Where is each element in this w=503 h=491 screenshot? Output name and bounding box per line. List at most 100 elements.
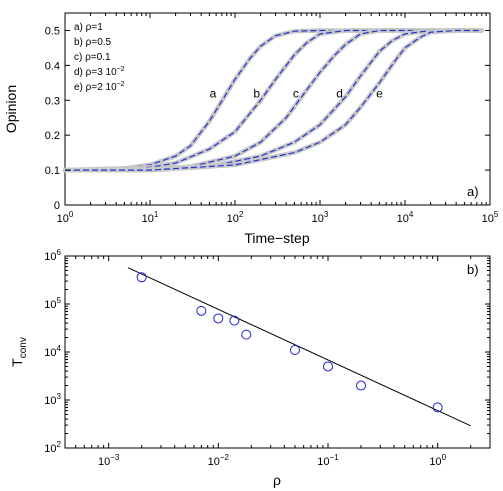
- panel-b-x-tick-label: 10−1: [317, 453, 339, 468]
- series-b-simulation-line: [62, 28, 485, 173]
- panel-b-y-tick-label-base: 10: [44, 251, 56, 263]
- panel-a-x-tick-label-exponent: 3: [324, 210, 329, 219]
- fit-line-group: [127, 267, 471, 427]
- legend-entry-exponent: −2: [117, 81, 125, 88]
- panel-b-x-tick-label: 10−2: [208, 453, 230, 468]
- data-point: [229, 315, 240, 326]
- series-e-label: e: [376, 86, 383, 100]
- panel-b-y-tick-label: 106: [44, 248, 61, 263]
- panel-a-x-tick-label-exponent: 0: [69, 210, 74, 219]
- panel-b-y-tick-label: 103: [44, 392, 61, 407]
- panel-b-y-tick-label-base: 10: [44, 347, 56, 359]
- legend-entry-exponent: −2: [117, 66, 125, 73]
- legend-entry-text: d) ρ=3 10: [74, 67, 117, 78]
- panel-a-x-tick-label: 100: [57, 210, 74, 225]
- panel-a-y-tick-label: 0.5: [45, 25, 60, 37]
- panel-b-y-tick-label: 102: [44, 440, 61, 455]
- panel-a-x-tick-label-base: 10: [227, 213, 239, 225]
- legend: a) ρ=1b) ρ=0.5c) ρ=0.1d) ρ=3 10−2e) ρ=2 …: [74, 22, 125, 93]
- legend-entry: d) ρ=3 10−2: [74, 66, 125, 78]
- data-point: [241, 329, 252, 340]
- legend-entry: c) ρ=0.1: [74, 52, 111, 63]
- panel-a-series-group: a b c d e: [62, 28, 485, 173]
- panel-a-x-tick-label-base: 10: [397, 213, 409, 225]
- panel-a-x-tick-label-exponent: 1: [154, 210, 159, 219]
- panel-b-x-tick-label: 10−3: [98, 453, 120, 468]
- series-c-label: c: [293, 86, 299, 100]
- panel-b-y-tick-label-exponent: 3: [57, 392, 62, 401]
- legend-entry: a) ρ=1: [74, 22, 103, 33]
- panel-b-x-tick-label: 100: [429, 453, 446, 468]
- panel-a-x-tick-label-base: 10: [142, 213, 154, 225]
- series-b-label: b: [253, 86, 260, 100]
- legend-entry-text: b) ρ=0.5: [74, 37, 112, 48]
- panel-a-y-tick-label: 0: [54, 200, 60, 212]
- legend-entry: b) ρ=0.5: [74, 37, 112, 48]
- panel-b-y-tick-label: 104: [44, 344, 61, 359]
- data-point: [289, 345, 300, 356]
- panel-b-y-tick-label-exponent: 2: [57, 440, 62, 449]
- panel-a-x-tick-label-exponent: 4: [409, 210, 414, 219]
- panel-b-x-axis-label: ρ: [273, 472, 281, 488]
- data-point: [322, 361, 333, 372]
- panel-a-x-tick-label-base: 10: [57, 213, 69, 225]
- panel-b-y-tick-label-exponent: 4: [57, 344, 62, 353]
- panel-b-x-tick-label-base: 10: [317, 456, 329, 468]
- panel-b-y-tick-label-exponent: 5: [57, 296, 62, 305]
- panel-a-x-axis-label: Time−step: [244, 230, 309, 246]
- panel-b-y-axis-label-sub: conv: [18, 337, 29, 358]
- panel-b-x-tick-label-base: 10: [98, 456, 110, 468]
- panel-b-y-tick-label-base: 10: [44, 395, 56, 407]
- data-point: [136, 272, 147, 283]
- fit-line: [127, 267, 471, 427]
- panel-b-y-axis-label: Tconv: [9, 337, 29, 367]
- panel-a-y-tick-label: 0.1: [45, 165, 60, 177]
- panel-b-x-tick-label-base: 10: [208, 456, 220, 468]
- data-point: [432, 402, 443, 413]
- panel-a-x-tick-label: 103: [312, 210, 329, 225]
- panel-b-points-group: [136, 272, 443, 413]
- panel-a-y-tick-label: 0.4: [45, 60, 60, 72]
- panel-a-x-tick-label-base: 10: [312, 213, 324, 225]
- panel-a-x-tick-label: 104: [397, 210, 414, 225]
- series-d-label: d: [336, 86, 343, 100]
- panel-b-y-tick-label-base: 10: [44, 443, 56, 455]
- panel-a-axes-box: [64, 12, 491, 206]
- data-point: [196, 305, 207, 316]
- panel-a-y-tick-label: 0.3: [45, 95, 60, 107]
- panel-a-y-axis-label: Opinion: [3, 85, 19, 133]
- panel-a-label: a): [467, 184, 479, 199]
- panel-a-x-tick-label-base: 10: [482, 213, 494, 225]
- series-e-theory-line: [65, 29, 482, 171]
- panel-b-y-tick-label: 105: [44, 296, 61, 311]
- legend-entry-text: a) ρ=1: [74, 22, 103, 33]
- panel-a-x-tick-label-exponent: 5: [494, 210, 499, 219]
- legend-entry: e) ρ=2 10−2: [74, 81, 125, 93]
- panel-b-y-axis-label-base: T: [9, 358, 25, 367]
- data-point: [356, 380, 367, 391]
- panel-b-y-tick-label-base: 10: [44, 299, 56, 311]
- panel-b-x-tick-label-exponent: −2: [220, 453, 230, 462]
- panel-a-x-tick-label-exponent: 2: [239, 210, 244, 219]
- panel-b-x-tick-label-exponent: −1: [330, 453, 340, 462]
- panel-b-y-tick-label-exponent: 6: [57, 248, 62, 257]
- legend-entry-text: e) ρ=2 10: [74, 82, 117, 93]
- panel-a-x-tick-label: 105: [482, 210, 499, 225]
- series-a-label: a: [210, 86, 217, 100]
- panel-b-x-tick-label-base: 10: [429, 456, 441, 468]
- panel-b-axes-box: [64, 255, 491, 449]
- legend-entry-text: c) ρ=0.1: [74, 52, 111, 63]
- panel-a-x-tick-label: 102: [227, 210, 244, 225]
- panel-a-x-tick-label: 101: [142, 210, 159, 225]
- panel-b-x-tick-label-exponent: 0: [442, 453, 447, 462]
- series-a-theory-line: [64, 29, 482, 171]
- data-point: [213, 313, 224, 324]
- series-c-theory-line: [64, 29, 482, 171]
- series-d-simulation-line: [62, 28, 485, 173]
- panel-a-y-tick-label: 0.2: [45, 130, 60, 142]
